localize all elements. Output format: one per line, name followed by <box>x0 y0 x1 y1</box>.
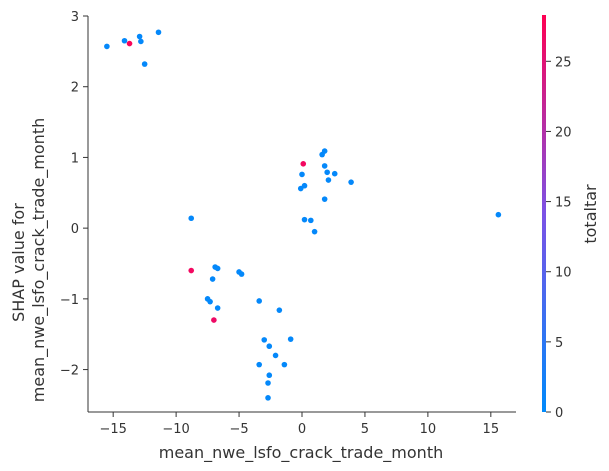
y-tick-label: 1 <box>71 151 79 166</box>
y-axis-label: SHAP value for mean_nwe_lsfo_crack_trade… <box>9 118 49 402</box>
scatter-point <box>211 317 217 323</box>
scatter-point <box>299 171 305 178</box>
scatter-point <box>331 170 338 177</box>
scatter-point <box>281 361 288 368</box>
scatter-point <box>209 276 216 282</box>
y-tick-label: 2 <box>71 81 79 96</box>
scatter-point <box>261 337 268 343</box>
x-tick-label: −10 <box>162 422 189 437</box>
scatter-point <box>188 215 195 222</box>
colorbar-tick-label: 10 <box>555 266 572 281</box>
scatter-point <box>265 395 271 401</box>
scatter-point <box>136 33 143 40</box>
scatter-point <box>266 343 273 350</box>
y-axis-ticks: −2 −1 0 1 2 3 <box>60 10 88 379</box>
y-axis-label-line-1: SHAP value for <box>9 203 28 322</box>
scatter-point <box>311 228 318 235</box>
x-axis-ticks: −15 −10 −5 0 5 10 15 <box>99 412 499 437</box>
scatter-point <box>287 336 294 342</box>
x-tick-label: −5 <box>229 422 248 437</box>
colorbar-ticks: 0 5 10 15 20 25 <box>546 55 572 421</box>
y-tick-label: 0 <box>71 222 79 237</box>
x-tick-label: 10 <box>420 422 437 437</box>
scatter-point <box>214 265 221 272</box>
scatter-point <box>325 177 332 183</box>
x-tick-label: −15 <box>99 422 126 437</box>
scatter-point <box>126 40 133 47</box>
scatter-point <box>265 380 271 386</box>
colorbar-label: totaltar <box>581 184 600 244</box>
colorbar-tick-label: 20 <box>555 125 572 140</box>
scatter-point <box>301 182 308 189</box>
scatter-point <box>321 163 328 169</box>
y-tick-label: −1 <box>60 293 79 308</box>
scatter-point <box>214 305 221 311</box>
scatter-points <box>104 29 502 401</box>
colorbar-tick-label: 0 <box>555 406 563 421</box>
scatter-point <box>238 271 245 277</box>
scatter-point <box>141 61 148 67</box>
scatter-point <box>188 267 195 274</box>
x-tick-label: 15 <box>483 422 500 437</box>
scatter-point <box>104 43 110 50</box>
x-tick-label: 5 <box>361 422 369 437</box>
colorbar-tick-label: 25 <box>555 55 572 70</box>
scatter-point <box>348 179 354 185</box>
scatter-point <box>138 38 144 45</box>
scatter-point <box>155 29 162 36</box>
scatter-point <box>272 352 279 359</box>
scatter-point <box>256 361 263 368</box>
scatter-point <box>256 298 263 304</box>
scatter-point <box>276 307 283 313</box>
colorbar-tick-label: 5 <box>555 336 563 351</box>
scatter-point <box>300 160 307 167</box>
scatter-point <box>324 169 330 176</box>
colorbar <box>542 15 546 412</box>
x-axis-label: mean_nwe_lsfo_crack_trade_month <box>159 443 443 463</box>
y-axis-label-line-2: mean_nwe_lsfo_crack_trade_month <box>29 118 49 402</box>
scatter-point <box>266 372 273 379</box>
scatter-point <box>321 148 328 154</box>
x-tick-label: 0 <box>298 422 306 437</box>
y-tick-label: −2 <box>60 364 79 379</box>
y-tick-label: 3 <box>71 10 79 25</box>
scatter-point <box>495 211 502 218</box>
scatter-point <box>321 196 328 202</box>
scatter-point <box>207 298 213 305</box>
scatter-point <box>301 216 308 223</box>
scatter-point <box>121 37 128 44</box>
scatter-point <box>308 217 314 224</box>
colorbar-tick-label: 15 <box>555 196 572 211</box>
